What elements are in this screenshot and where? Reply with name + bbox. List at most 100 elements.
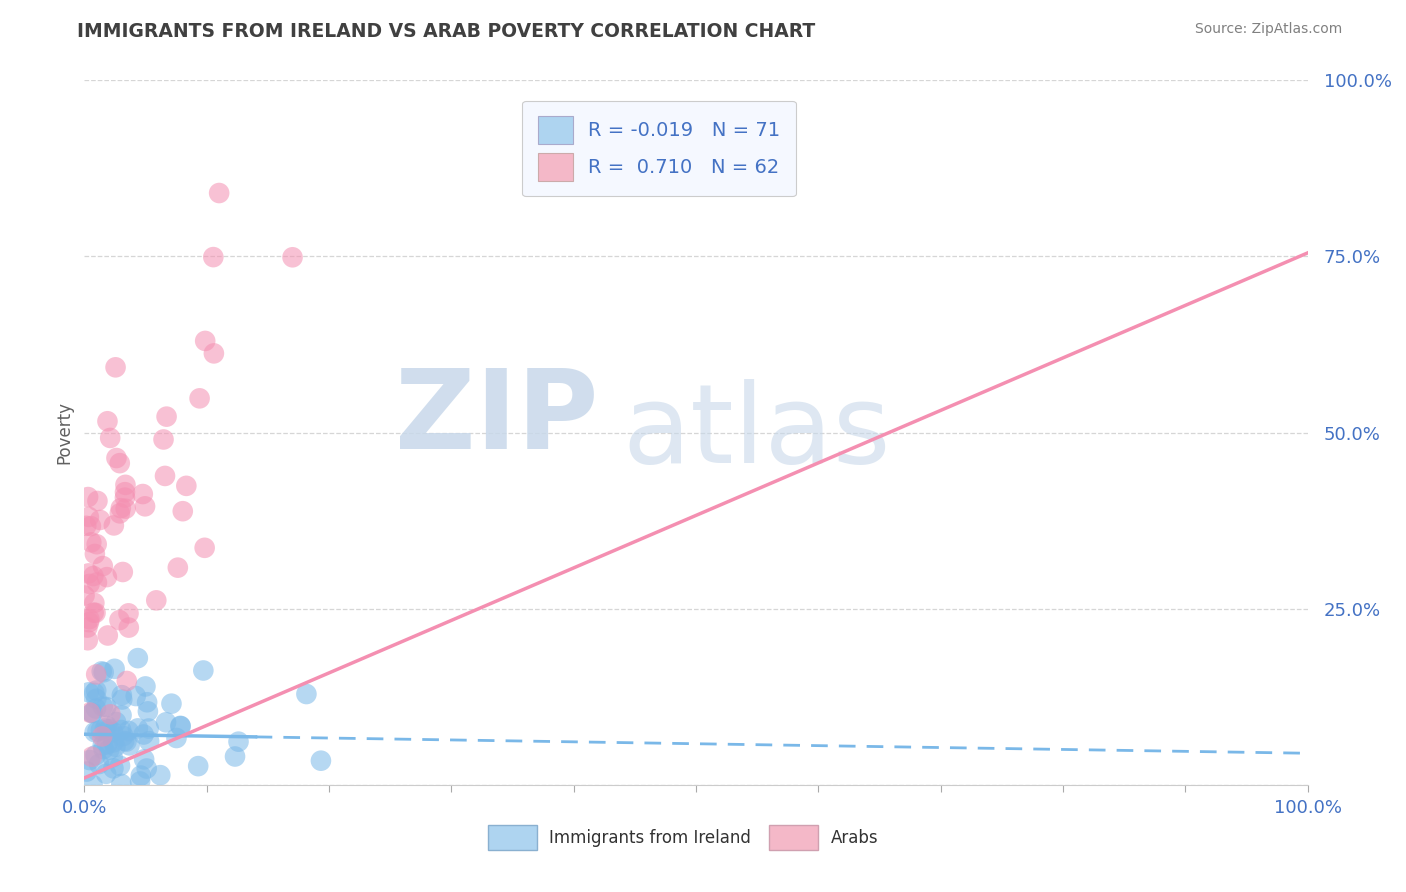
Point [77,685,100,699]
Point [111,565,134,579]
Point [208,186,231,200]
Point [114,491,136,505]
Point [153,469,176,483]
Point [132,487,155,501]
Point [112,734,135,748]
Point [79,577,101,591]
Point [77,490,100,504]
Point [110,501,132,516]
FancyBboxPatch shape [488,825,537,850]
Point [149,768,172,782]
Point [152,433,174,447]
Point [83,725,105,739]
Point [176,479,198,493]
Point [202,250,225,264]
Point [134,752,156,766]
Point [112,729,135,743]
Point [136,695,159,709]
Point [194,334,217,348]
Point [77,615,100,630]
Text: IMMIGRANTS FROM IRELAND VS ARAB POVERTY CORRELATION CHART: IMMIGRANTS FROM IRELAND VS ARAB POVERTY … [77,22,815,41]
Point [91,730,114,744]
Point [76,633,98,648]
FancyBboxPatch shape [769,825,818,850]
Point [155,715,177,730]
Point [96,719,118,733]
Point [82,569,104,583]
Point [295,687,318,701]
Point [80,749,103,764]
Point [194,541,217,555]
Point [79,706,101,720]
Point [127,722,149,736]
Point [79,612,101,626]
Point [104,360,127,375]
Point [84,667,107,681]
Point [91,699,114,714]
Point [108,613,131,627]
Point [89,513,111,527]
Point [138,734,160,748]
Point [108,507,131,521]
Point [134,500,156,514]
Point [111,692,134,706]
Point [84,683,107,698]
Text: Immigrants from Ireland: Immigrants from Ireland [550,829,751,847]
Point [76,621,98,635]
Point [309,754,332,768]
Text: ZIP: ZIP [395,365,598,472]
Point [83,686,105,700]
Point [105,450,128,465]
Point [87,757,110,772]
Text: Arabs: Arabs [831,829,879,847]
Point [82,706,104,720]
Point [160,697,183,711]
Point [83,596,105,610]
Point [86,691,108,706]
Point [202,346,225,360]
Point [281,250,304,264]
Point [83,547,105,561]
Point [188,392,211,406]
Point [115,734,138,748]
Point [79,753,101,767]
Y-axis label: Poverty: Poverty [55,401,73,464]
Point [86,537,108,551]
Point [172,504,194,518]
Point [82,778,104,792]
Point [118,621,141,635]
Point [96,700,118,714]
Point [101,750,124,764]
Point [155,409,177,424]
Point [93,665,115,680]
Point [97,628,120,642]
Point [228,734,250,748]
Point [138,722,160,736]
Point [110,777,132,791]
Point [86,724,108,739]
Point [166,560,188,574]
Point [127,651,149,665]
Point [103,761,125,775]
Point [108,456,131,470]
Point [77,566,100,581]
Point [125,689,148,703]
Point [114,501,136,516]
Point [98,431,121,445]
Point [91,559,114,574]
Point [103,518,125,533]
Point [114,485,136,500]
Point [136,705,159,719]
Text: Source: ZipAtlas.com: Source: ZipAtlas.com [1195,22,1343,37]
Point [96,570,118,584]
Point [98,723,121,737]
Point [76,764,98,779]
Point [84,701,107,715]
Point [104,662,127,676]
Point [90,723,112,737]
Point [224,749,246,764]
Point [114,478,136,492]
Point [117,723,139,738]
Point [94,722,117,736]
Point [83,606,105,620]
